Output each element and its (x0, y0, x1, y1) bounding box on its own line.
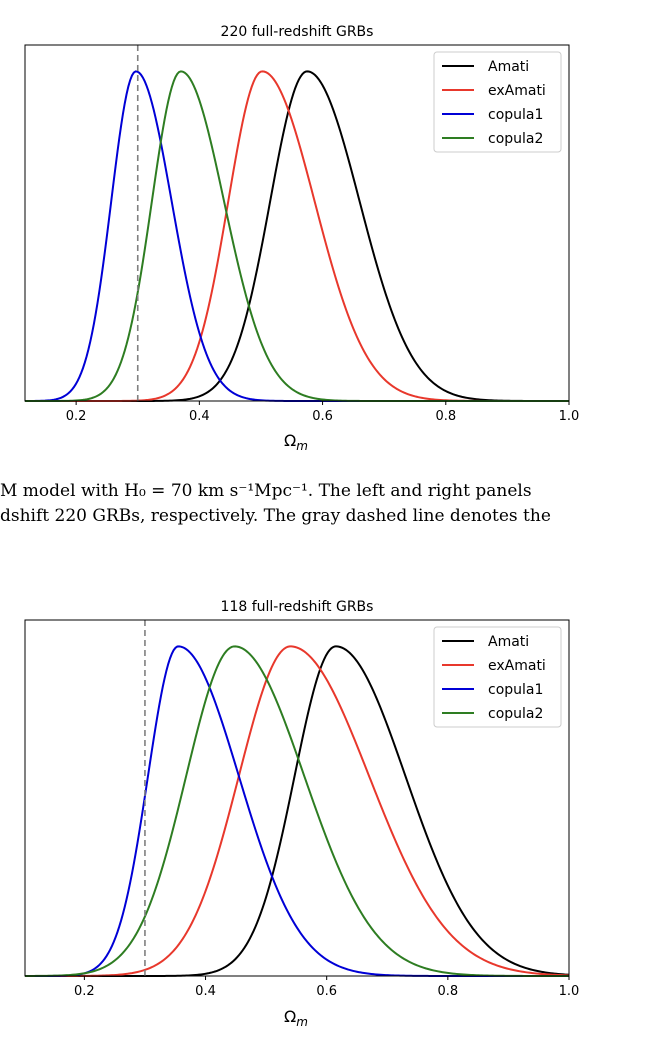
caption-line-1: M model with H₀ = 70 km s⁻¹Mpc⁻¹. The le… (0, 481, 532, 501)
legend-label-copula1: copula1 (488, 107, 543, 123)
legend-label-amati: Amati (488, 59, 529, 75)
legend-label-amati: Amati (488, 634, 529, 650)
series-line-examati (25, 645, 570, 977)
x-tick-label: 0.2 (74, 984, 95, 999)
x-axis-label: Ωm (284, 1007, 308, 1029)
x-tick-label: 0.4 (189, 409, 210, 424)
legend-label-examati: exAmati (488, 83, 546, 99)
x-tick-label: 0.8 (435, 409, 456, 424)
legend: Amati exAmati copula1 copula2 (433, 626, 562, 728)
plot-frame (24, 44, 570, 402)
caption-line-2: dshift 220 GRBs, respectively. The gray … (0, 506, 551, 526)
x-tick-label: 0.6 (312, 409, 333, 424)
legend-label-examati: exAmati (488, 658, 546, 674)
x-axis-ticks: 0.2 0.4 0.6 0.8 1.0 (74, 976, 579, 999)
x-tick-label: 1.0 (559, 409, 580, 424)
x-tick-label: 0.8 (437, 984, 458, 999)
chart-title: 118 full-redshift GRBs (221, 599, 374, 615)
x-tick-label: 0.2 (66, 409, 87, 424)
x-tick-label: 0.4 (195, 984, 216, 999)
legend-label-copula2: copula2 (488, 131, 543, 147)
x-tick-label: 0.6 (316, 984, 337, 999)
legend-box (433, 51, 562, 153)
legend-box (433, 626, 562, 728)
chart-panel-2: 118 full-redshift GRBs 0.2 0.4 0.6 0.8 1.0 Ω… (24, 599, 579, 1029)
series-line-copula2 (25, 645, 569, 977)
chart-panel-1: 220 full-redshift GRBs 0.2 0.4 0.6 0.8 1.0 Ω… (24, 24, 580, 453)
legend: Amati exAmati copula1 copula2 (433, 51, 562, 153)
plot-frame (24, 619, 570, 977)
x-axis-label: Ωm (284, 431, 308, 453)
x-axis-ticks: 0.2 0.4 0.6 0.8 1.0 (66, 401, 580, 424)
legend-label-copula2: copula2 (488, 706, 543, 722)
x-tick-label: 1.0 (559, 984, 580, 999)
chart-title: 220 full-redshift GRBs (221, 24, 374, 40)
legend-label-copula1: copula1 (488, 682, 543, 698)
